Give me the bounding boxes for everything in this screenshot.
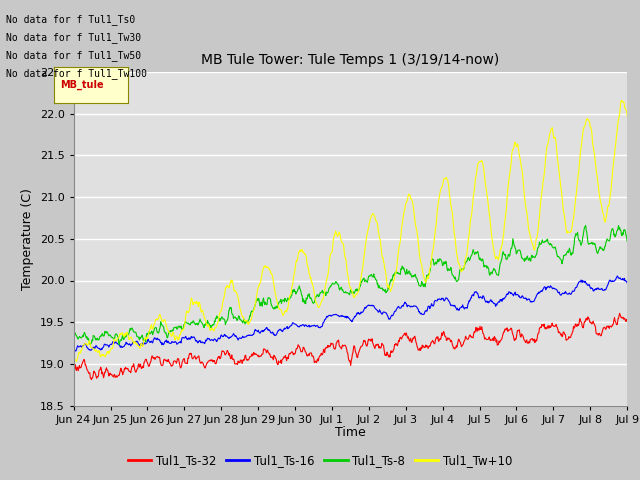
Tul1_Ts-8 — [605, 238, 613, 244]
Tul1_Ts-32 — [616, 311, 623, 316]
Tul1_Ts-32 — [596, 332, 604, 338]
Tul1_Ts-32 — [300, 345, 308, 351]
Tul1_Ts-16 — [614, 273, 621, 279]
Line: Tul1_Ts-32: Tul1_Ts-32 — [74, 313, 627, 380]
Line: Tul1_Ts-16: Tul1_Ts-16 — [74, 276, 627, 351]
Tul1_Tw+10 — [397, 238, 404, 243]
Tul1_Tw+10 — [300, 250, 308, 256]
Tul1_Ts-16 — [605, 279, 612, 285]
Tul1_Ts-32 — [97, 364, 104, 370]
Line: Tul1_Tw+10: Tul1_Tw+10 — [74, 100, 627, 361]
Text: No data for f Tul1_Tw30: No data for f Tul1_Tw30 — [6, 32, 141, 43]
Legend: Tul1_Ts-32, Tul1_Ts-16, Tul1_Ts-8, Tul1_Tw+10: Tul1_Ts-32, Tul1_Ts-16, Tul1_Ts-8, Tul1_… — [123, 449, 517, 472]
Tul1_Ts-8 — [397, 272, 404, 277]
Tul1_Tw+10 — [73, 359, 81, 364]
Tul1_Ts-16 — [596, 287, 604, 292]
Tul1_Ts-16 — [397, 305, 404, 311]
Title: MB Tule Tower: Tule Temps 1 (3/19/14-now): MB Tule Tower: Tule Temps 1 (3/19/14-now… — [201, 53, 500, 67]
Text: No data for f Tul1_Tw50: No data for f Tul1_Tw50 — [6, 50, 141, 61]
Text: MB_tule: MB_tule — [60, 80, 104, 90]
X-axis label: Time: Time — [335, 426, 366, 439]
Text: No data for f Tul1_Tw100: No data for f Tul1_Tw100 — [6, 68, 147, 79]
Tul1_Ts-32 — [605, 323, 612, 329]
Tul1_Ts-8 — [86, 342, 94, 348]
Tul1_Ts-8 — [597, 245, 605, 251]
Tul1_Ts-32 — [88, 377, 95, 383]
Tul1_Ts-8 — [70, 334, 77, 340]
Tul1_Tw+10 — [605, 203, 612, 209]
Tul1_Tw+10 — [70, 358, 77, 364]
Tul1_Ts-32 — [70, 362, 77, 368]
Tul1_Ts-32 — [173, 359, 180, 364]
Line: Tul1_Ts-8: Tul1_Ts-8 — [74, 226, 627, 345]
Tul1_Tw+10 — [623, 113, 631, 119]
Tul1_Ts-8 — [173, 326, 180, 332]
Tul1_Ts-8 — [97, 333, 104, 338]
Text: No data for f Tul1_Ts0: No data for f Tul1_Ts0 — [6, 13, 136, 24]
Tul1_Ts-16 — [97, 347, 104, 353]
Tul1_Ts-16 — [72, 348, 80, 354]
Tul1_Ts-16 — [173, 341, 180, 347]
Tul1_Ts-16 — [300, 323, 308, 328]
Tul1_Ts-16 — [70, 347, 77, 353]
Tul1_Tw+10 — [173, 334, 180, 340]
Tul1_Ts-8 — [300, 298, 308, 304]
Tul1_Ts-16 — [623, 280, 631, 286]
Tul1_Tw+10 — [97, 354, 104, 360]
Y-axis label: Temperature (C): Temperature (C) — [21, 188, 34, 290]
Tul1_Tw+10 — [596, 197, 604, 203]
Tul1_Ts-8 — [582, 223, 589, 228]
Tul1_Ts-32 — [623, 317, 631, 323]
Tul1_Ts-32 — [397, 335, 404, 340]
Tul1_Tw+10 — [618, 97, 625, 103]
Tul1_Ts-8 — [623, 239, 631, 244]
